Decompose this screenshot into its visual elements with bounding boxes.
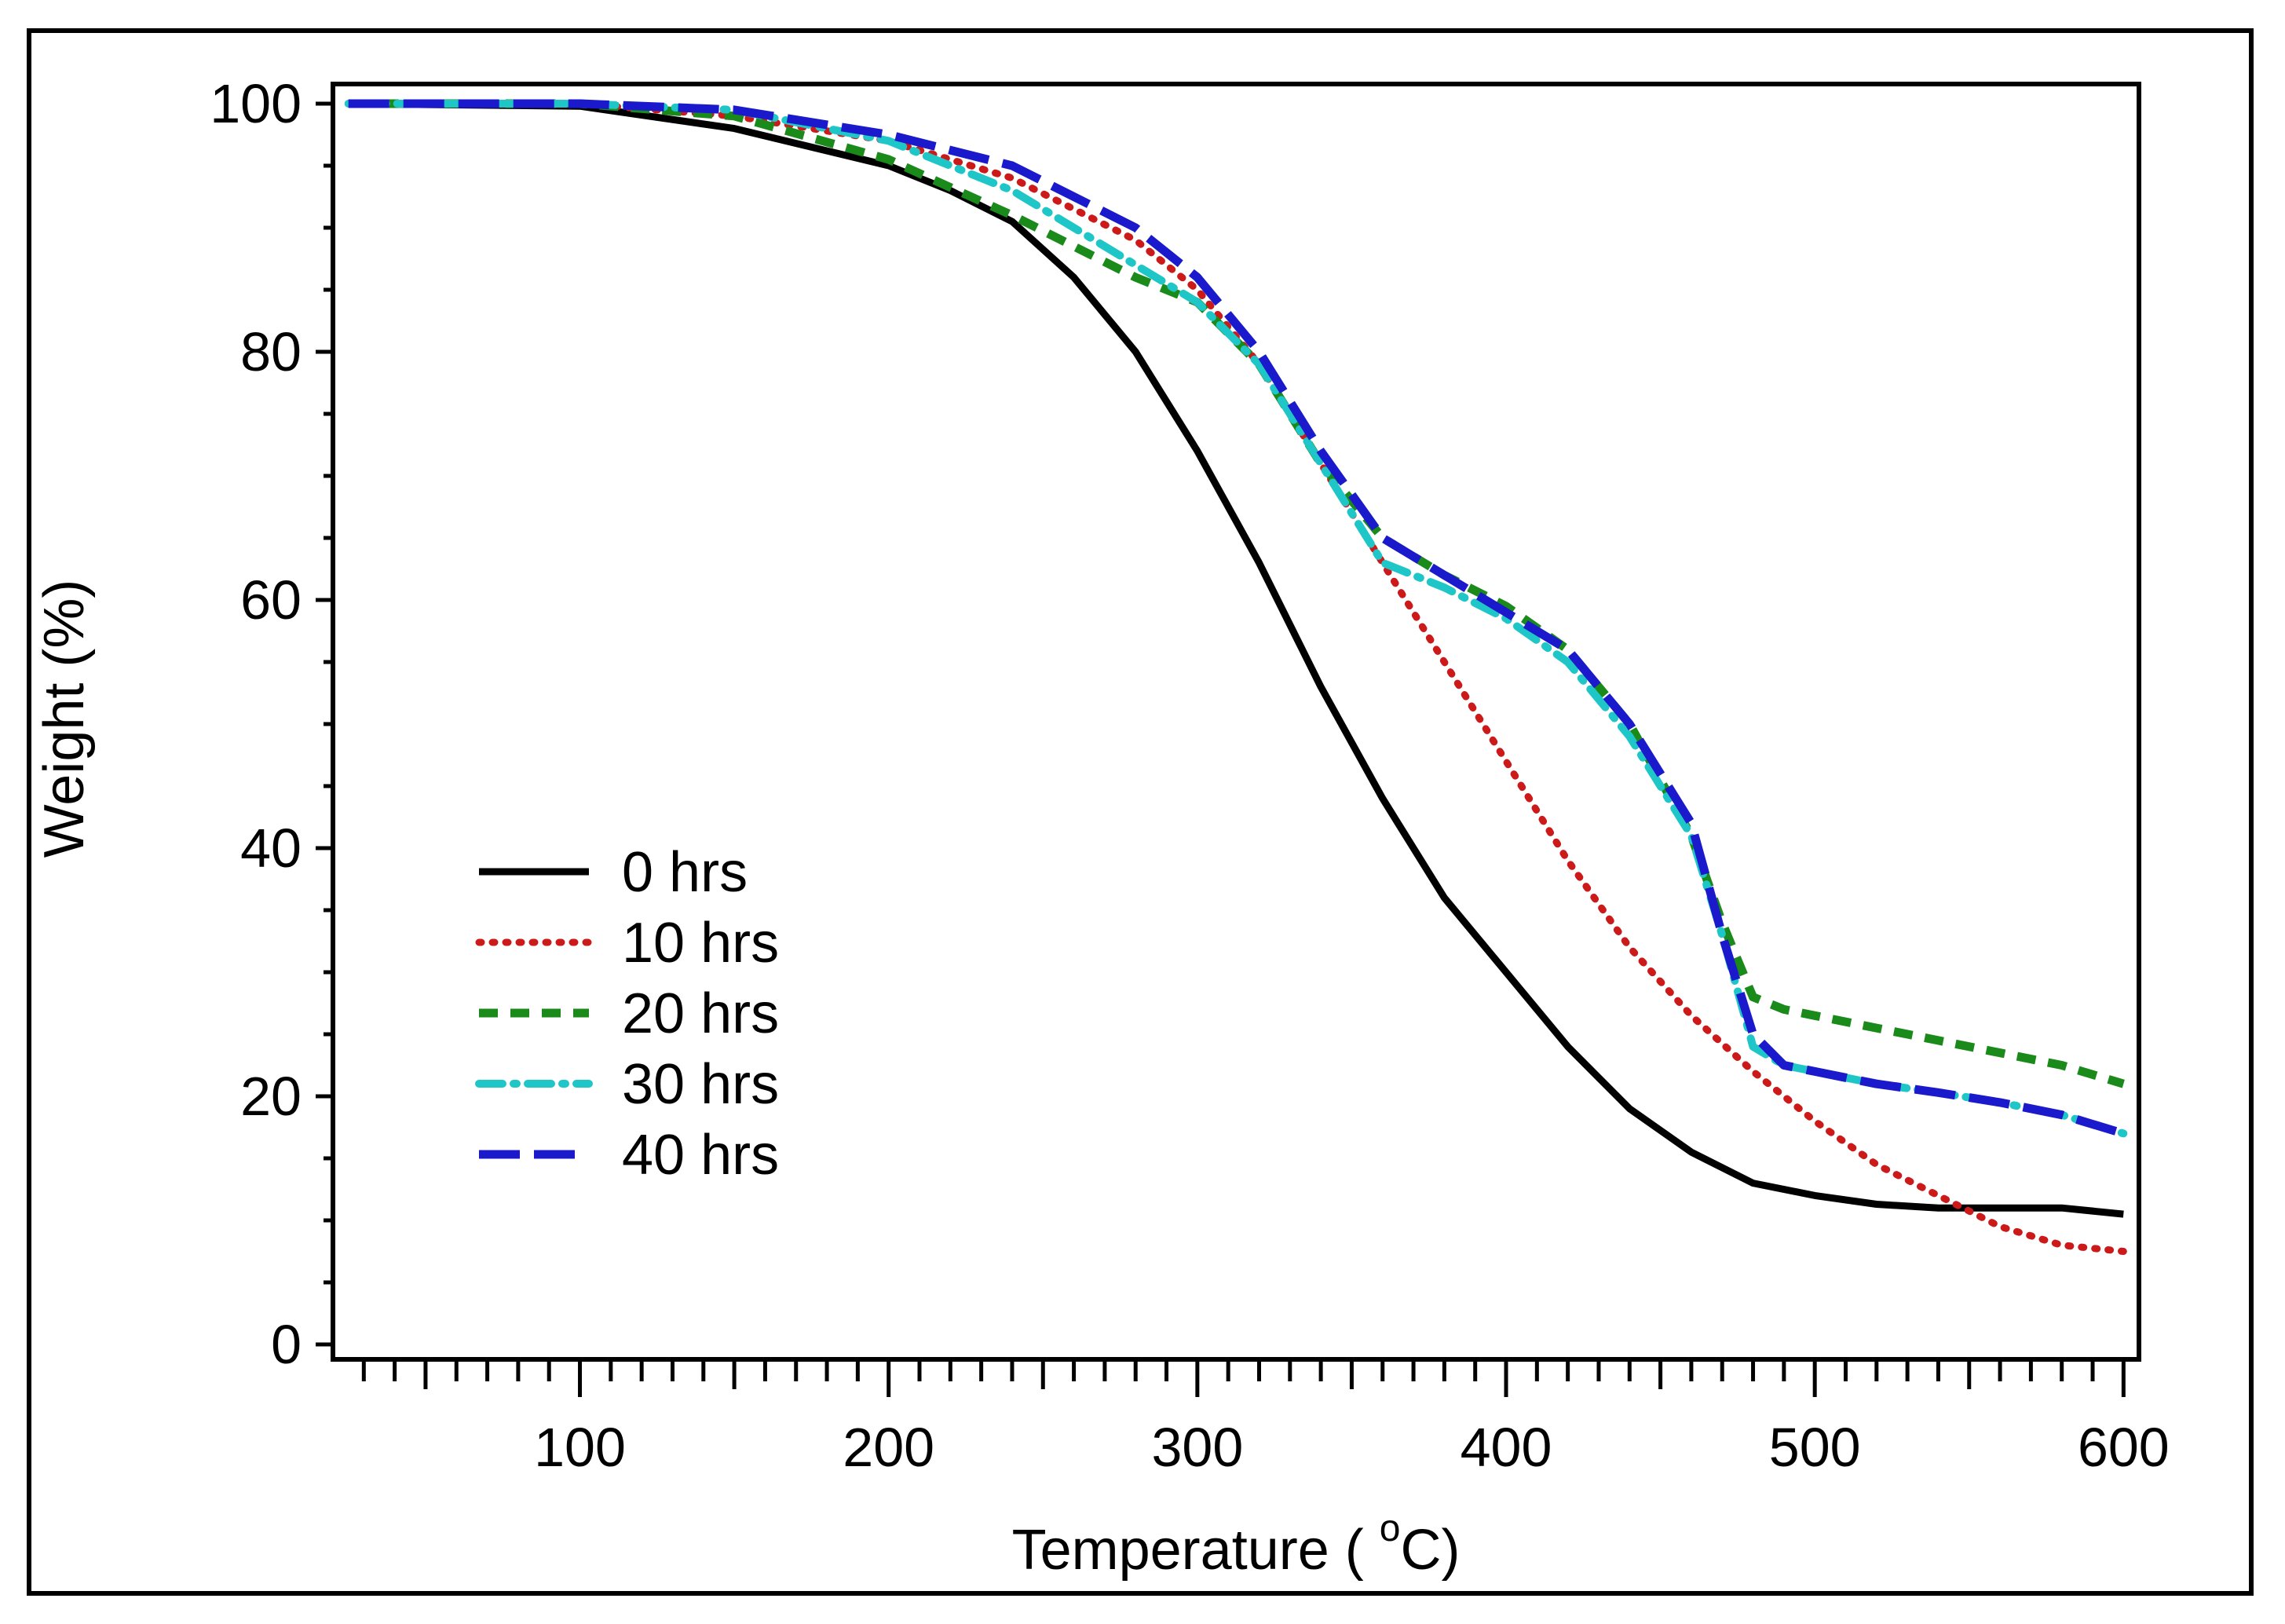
y-tick-label: 0 (271, 1314, 302, 1375)
y-tick-label: 40 (240, 817, 302, 879)
y-tick-label: 100 (210, 73, 302, 134)
legend-label: 10 hrs (622, 912, 779, 975)
series-layer (344, 99, 2128, 1255)
x-tick-label: 300 (1151, 1417, 1243, 1478)
series-line-40-hrs (348, 99, 2125, 1138)
y-tick-label: 20 (240, 1066, 302, 1127)
legend-label: 30 hrs (622, 1053, 779, 1116)
x-axis-ticks: 100 200 300 400 500 600 (361, 1359, 2170, 1478)
y-axis-title: Weight (%) (33, 580, 96, 858)
legend-label: 40 hrs (622, 1124, 779, 1187)
legend-label: 0 hrs (622, 841, 748, 904)
x-tick-label: 100 (534, 1417, 626, 1478)
series-line-10-hrs (345, 100, 2127, 1255)
x-tick-label: 500 (1769, 1417, 1861, 1478)
y-tick-label: 80 (240, 321, 302, 382)
y-axis-ticks: 0 20 40 60 80 100 (210, 73, 333, 1375)
x-tick-label: 600 (2078, 1417, 2170, 1478)
legend: 0 hrs 10 hrs 20 hrs 30 hrs 40 hrs (475, 841, 779, 1187)
x-tick-label: 200 (843, 1417, 934, 1478)
x-axis-title: Temperature ( oC) (1012, 1508, 1461, 1582)
y-tick-label: 60 (240, 569, 302, 631)
x-tick-label: 400 (1461, 1417, 1552, 1478)
legend-label: 20 hrs (622, 982, 779, 1045)
plot-area (331, 82, 2141, 1362)
